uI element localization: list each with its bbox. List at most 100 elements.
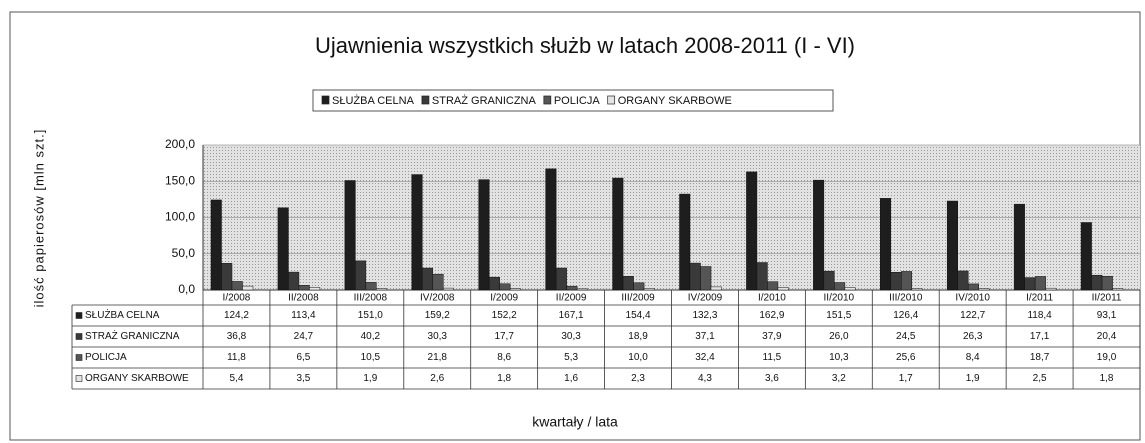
table-cell: 113,4 bbox=[291, 310, 316, 321]
legend-label: STRAŻ GRANICZNA bbox=[432, 94, 537, 107]
legend-box bbox=[312, 89, 834, 112]
legend-swatch bbox=[607, 95, 616, 105]
bar bbox=[679, 193, 691, 291]
table-cell: 118,4 bbox=[1027, 310, 1052, 321]
table-cell: 25,6 bbox=[896, 352, 916, 363]
table-cell: 24,7 bbox=[294, 331, 314, 342]
table-cell: 3,6 bbox=[765, 373, 779, 384]
x-tick-label: II/2009 bbox=[556, 293, 587, 304]
table-cell: 26,3 bbox=[963, 331, 983, 342]
bar bbox=[777, 287, 789, 291]
y-tick-label: 100,0 bbox=[165, 210, 195, 224]
bar bbox=[612, 177, 624, 291]
y-tick-label: 150,0 bbox=[165, 173, 195, 187]
bar bbox=[355, 260, 367, 291]
x-tick-label: I/2008 bbox=[223, 293, 251, 304]
table-row-label: STRAŻ GRANICZNA bbox=[85, 329, 180, 342]
bar bbox=[1101, 275, 1113, 291]
table-cell: 1,8 bbox=[1100, 373, 1114, 384]
bar bbox=[622, 276, 634, 291]
legend-label: POLICJA bbox=[554, 95, 601, 107]
table-cell: 124,2 bbox=[224, 310, 249, 321]
table-cell: 11,8 bbox=[227, 352, 246, 363]
table-cell: 20,4 bbox=[1097, 331, 1117, 342]
bar bbox=[946, 200, 958, 291]
bar bbox=[710, 286, 722, 291]
bar bbox=[210, 199, 222, 291]
table-cell: 93,1 bbox=[1097, 310, 1117, 321]
table-cell: 151,0 bbox=[358, 310, 383, 321]
table-cell: 4,3 bbox=[698, 373, 712, 384]
bar bbox=[422, 267, 434, 291]
bar bbox=[1080, 222, 1092, 291]
bar bbox=[566, 285, 578, 291]
bar bbox=[478, 179, 490, 291]
table-swatch bbox=[75, 375, 83, 382]
x-tick-label: IV/2009 bbox=[688, 293, 723, 304]
table-cell: 17,1 bbox=[1030, 331, 1050, 342]
bar bbox=[576, 288, 588, 291]
table-cell: 36,8 bbox=[227, 331, 247, 342]
chart-title: Ujawnienia wszystkich służb w latach 200… bbox=[315, 33, 855, 58]
table-swatch bbox=[75, 354, 83, 361]
table-cell: 3,5 bbox=[296, 373, 310, 384]
table-row-label: POLICJA bbox=[85, 352, 127, 363]
table-cell: 122,7 bbox=[960, 310, 985, 321]
bar bbox=[756, 262, 768, 291]
table-cell: 10,5 bbox=[361, 352, 381, 363]
table-cell: 18,7 bbox=[1030, 352, 1050, 363]
bar bbox=[344, 180, 356, 291]
table-cell: 5,4 bbox=[230, 373, 244, 384]
bar bbox=[277, 207, 289, 291]
y-tick-label: 50,0 bbox=[172, 246, 196, 260]
bar bbox=[1045, 287, 1057, 291]
legend-label: ORGANY SKARBOWE bbox=[618, 95, 732, 107]
x-tick-label: III/2010 bbox=[889, 293, 923, 304]
bar bbox=[844, 287, 856, 291]
bar bbox=[1024, 277, 1036, 291]
bar bbox=[700, 266, 712, 291]
bar bbox=[411, 174, 423, 291]
table-cell: 10,3 bbox=[829, 352, 849, 363]
table-cell: 132,3 bbox=[692, 310, 717, 321]
x-tick-label: I/2009 bbox=[490, 293, 518, 304]
x-tick-label: II/2011 bbox=[1092, 293, 1122, 304]
bar bbox=[555, 267, 567, 291]
legend-label: SŁUŻBA CELNA bbox=[332, 94, 415, 107]
table-cell: 8,6 bbox=[497, 352, 511, 363]
bar bbox=[231, 281, 243, 291]
table-cell: 1,9 bbox=[363, 373, 377, 384]
bar bbox=[967, 283, 979, 291]
table-cell: 152,2 bbox=[492, 310, 517, 321]
bar bbox=[545, 168, 557, 291]
bar bbox=[376, 288, 388, 291]
table-cell: 24,5 bbox=[896, 331, 916, 342]
y-tick-label: 200,0 bbox=[165, 137, 195, 151]
x-tick-label: II/2008 bbox=[288, 293, 319, 304]
bar bbox=[1013, 203, 1025, 291]
table-cell: 162,9 bbox=[759, 310, 784, 321]
bar bbox=[767, 281, 779, 291]
table-row-label: SŁUŻBA CELNA bbox=[85, 308, 160, 321]
bar bbox=[957, 270, 969, 291]
table-cell: 1,6 bbox=[564, 373, 578, 384]
bar bbox=[1112, 288, 1124, 291]
bar bbox=[365, 282, 377, 291]
table-cell: 1,8 bbox=[497, 373, 511, 384]
bar bbox=[443, 287, 455, 291]
bar bbox=[901, 271, 913, 291]
x-tick-label: IV/2008 bbox=[420, 293, 455, 304]
bar bbox=[823, 270, 835, 291]
x-tick-label: III/2008 bbox=[354, 293, 388, 304]
bar bbox=[242, 285, 254, 291]
table-cell: 32,4 bbox=[695, 352, 715, 363]
table-cell: 17,7 bbox=[494, 331, 514, 342]
table-cell: 40,2 bbox=[361, 331, 381, 342]
bar bbox=[643, 288, 655, 291]
x-tick-label: I/2011 bbox=[1026, 293, 1053, 304]
table-cell: 21,8 bbox=[428, 352, 448, 363]
table-cell: 154,4 bbox=[626, 310, 651, 321]
table-cell: 8,4 bbox=[966, 352, 980, 363]
bar bbox=[633, 282, 645, 291]
table-cell: 18,9 bbox=[628, 331, 648, 342]
